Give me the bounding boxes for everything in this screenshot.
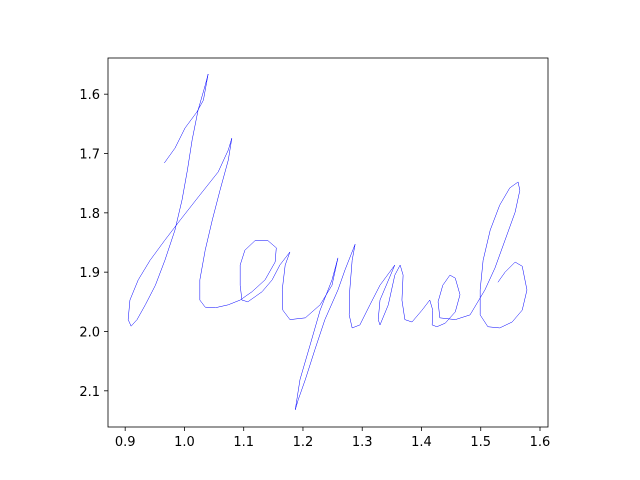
x-tick-label: 1.3 [352, 435, 373, 450]
x-tick-label: 1.5 [470, 435, 491, 450]
y-tick-label: 1.6 [79, 88, 100, 103]
x-tick-label: 1.2 [293, 435, 314, 450]
line [127, 73, 528, 411]
x-tick-label: 1.0 [174, 435, 195, 450]
x-tick-label: 1.4 [411, 435, 432, 450]
x-tick-label: 1.6 [530, 435, 551, 450]
x-tick-label: 1.1 [233, 435, 254, 450]
plot-frame [107, 57, 549, 428]
x-tick-label: 0.9 [115, 435, 136, 450]
y-tick-label: 2.1 [79, 385, 100, 400]
y-tick-label: 1.9 [79, 266, 100, 281]
y-tick-label: 2.0 [79, 325, 100, 340]
y-tick-label: 1.7 [79, 148, 100, 163]
y-tick-label: 1.8 [79, 207, 100, 222]
